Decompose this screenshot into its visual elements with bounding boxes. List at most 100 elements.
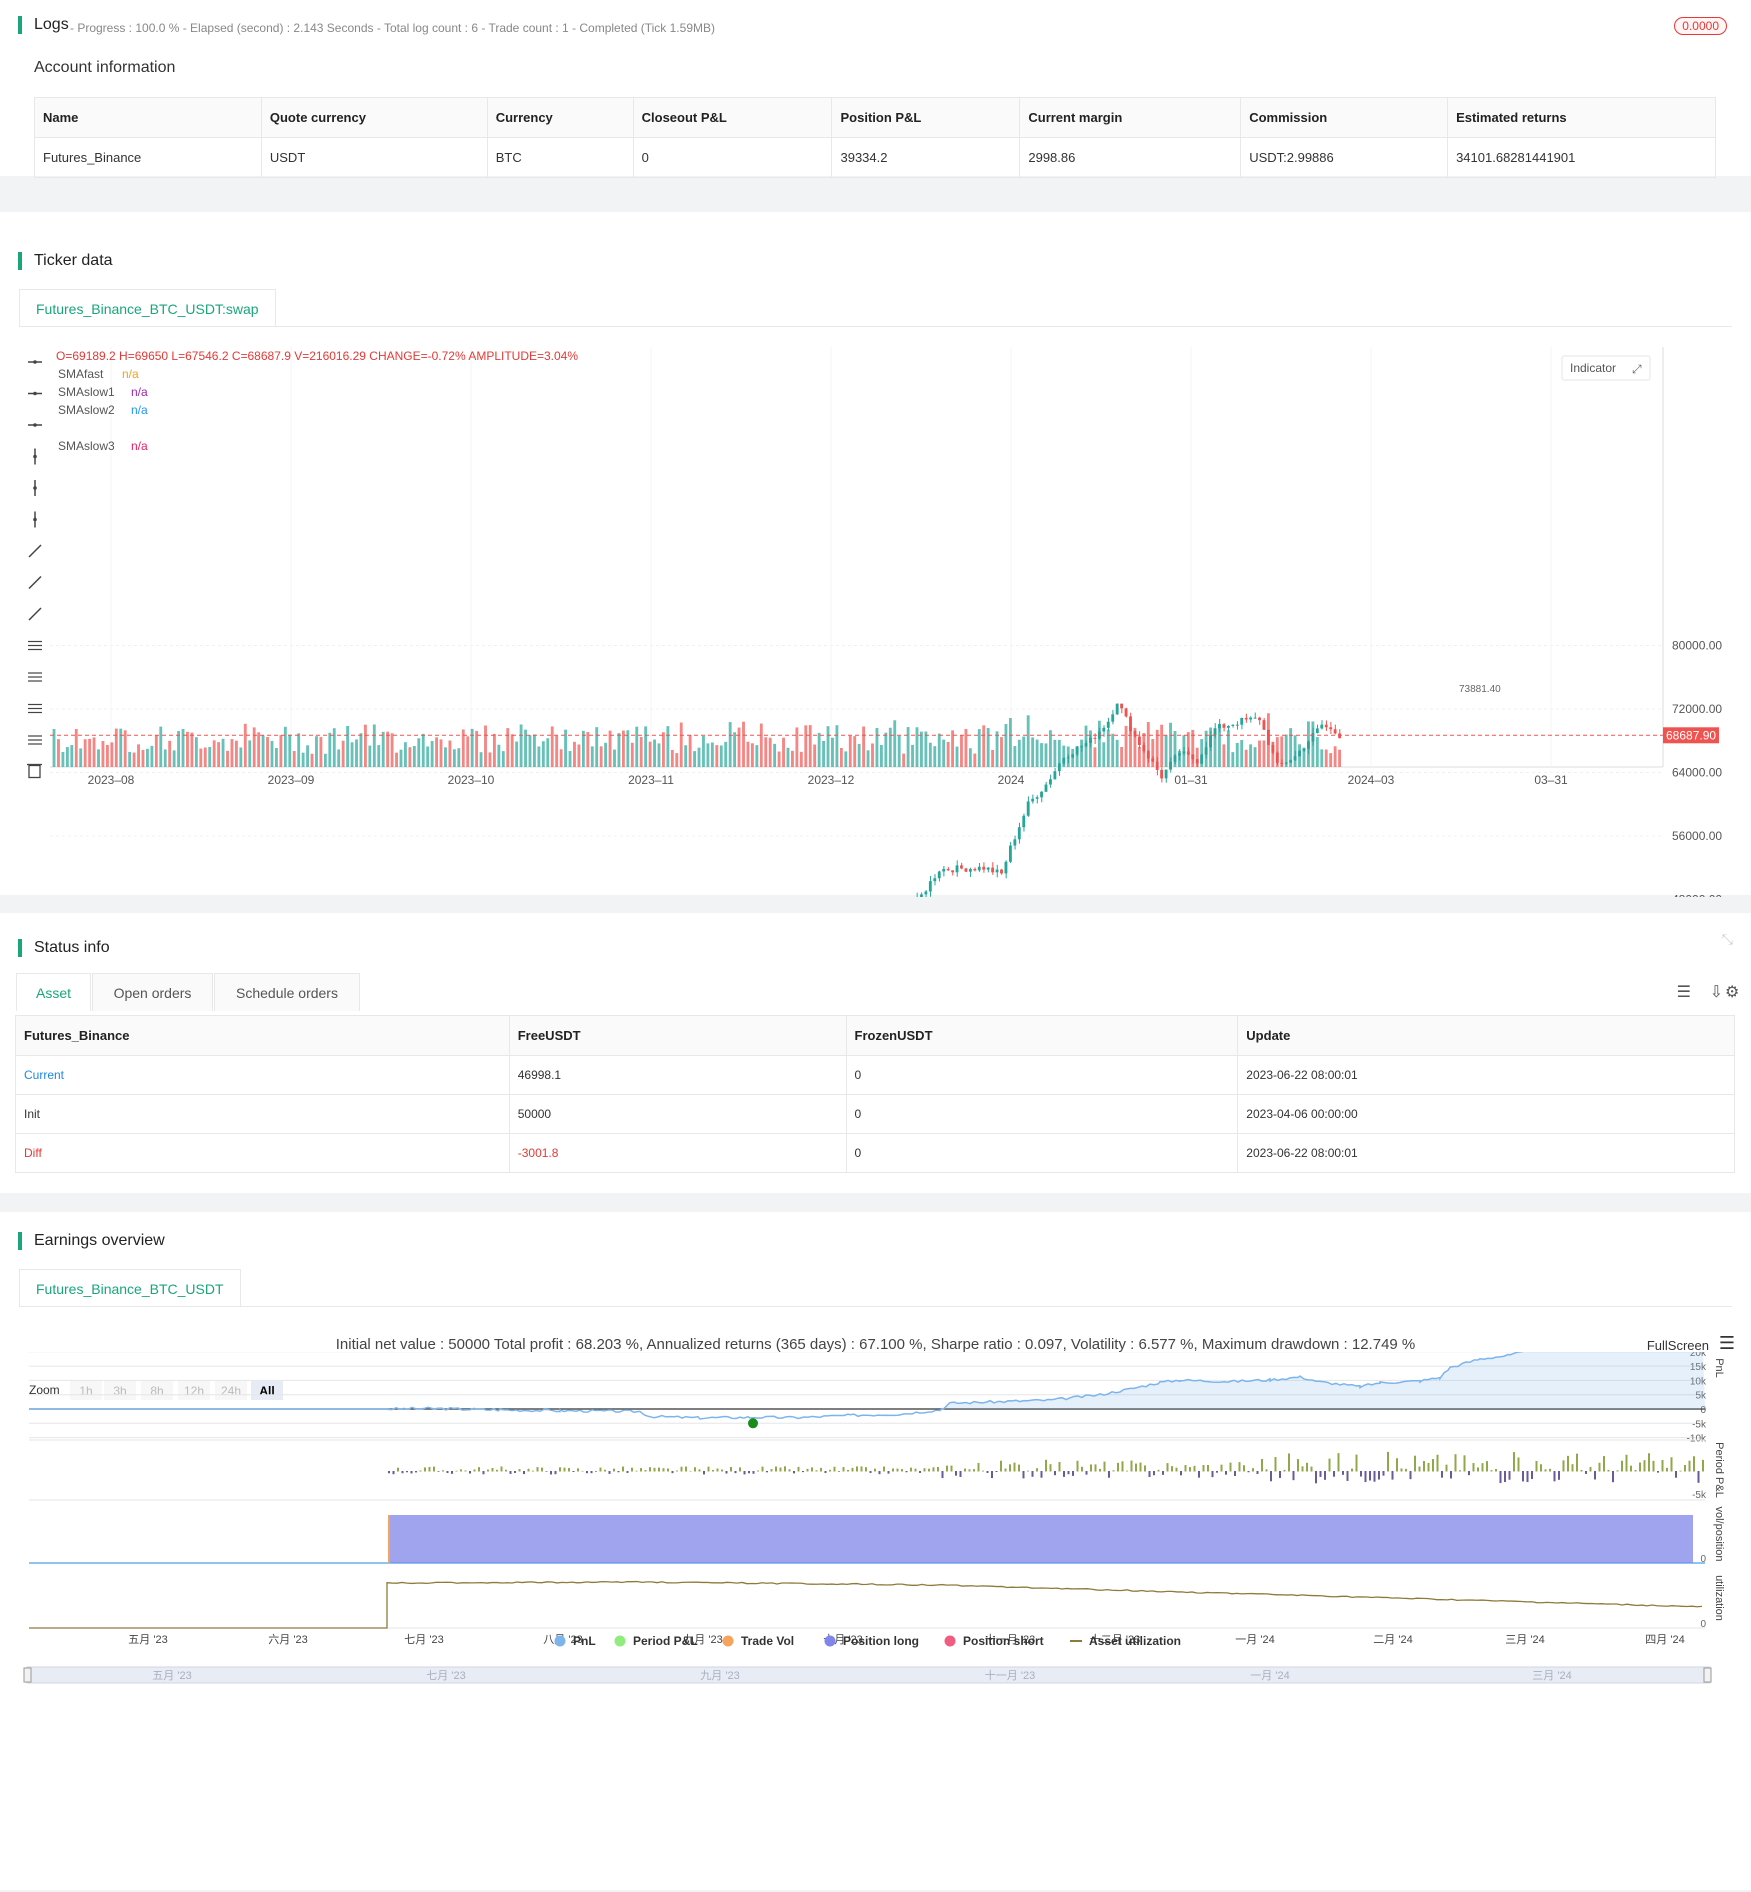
volume-bar <box>924 732 927 767</box>
asset-cell: Current <box>16 1056 510 1095</box>
axis-title: utilization <box>1713 1575 1725 1621</box>
segment-icon[interactable] <box>29 608 41 620</box>
period-pnl-bar <box>1617 1470 1619 1471</box>
candle-body <box>947 869 950 870</box>
period-pnl-bar <box>901 1469 903 1471</box>
parallel-channel-icon[interactable] <box>28 673 42 681</box>
legend-item[interactable]: PnL <box>555 1634 596 1648</box>
list-icon[interactable]: ☰ <box>1677 982 1691 1002</box>
zoom-button-8h[interactable]: 8h <box>141 1381 173 1400</box>
volume-bar <box>475 731 478 767</box>
legend-item[interactable]: Position short <box>945 1634 1044 1648</box>
earnings-chart[interactable]: Zoom1h3h8h12h24hAll40k35k30k25k20k15k10k… <box>0 1352 1751 1892</box>
period-pnl-bar <box>595 1471 597 1472</box>
volume-bar <box>457 748 460 767</box>
vertical-segment-icon[interactable] <box>33 480 37 496</box>
legend-item[interactable]: Asset utilization <box>1070 1634 1181 1648</box>
period-pnl-bar <box>1045 1460 1047 1472</box>
tab-open-orders[interactable]: Open orders <box>92 973 213 1011</box>
period-pnl-bar <box>600 1468 602 1472</box>
zoom-button-12h[interactable]: 12h <box>178 1381 210 1400</box>
legend-label: Period P&L <box>633 1634 698 1648</box>
collapse-icon[interactable]: ⤡ <box>1722 931 1733 948</box>
vertical-ray-icon[interactable] <box>33 512 37 528</box>
period-pnl-bar <box>1257 1471 1259 1474</box>
volume-bar <box>760 724 763 767</box>
volume-bar <box>293 751 296 767</box>
volume-bar <box>782 738 785 767</box>
zoom-button-24h[interactable]: 24h <box>215 1381 247 1400</box>
period-pnl-bar <box>1293 1471 1295 1480</box>
candle-body <box>1093 738 1096 739</box>
volume-bar <box>302 753 305 767</box>
zoom-button-3h[interactable]: 3h <box>104 1381 136 1400</box>
period-pnl-bar <box>1239 1462 1241 1471</box>
volume-bar <box>1289 728 1292 767</box>
tab-asset[interactable]: Asset <box>16 973 91 1011</box>
volume-bar <box>1053 740 1056 767</box>
horizontal-ray-icon[interactable] <box>28 392 42 396</box>
horizontal-line-icon[interactable] <box>28 360 42 364</box>
candle-body <box>1005 862 1008 874</box>
cloud-download-icon[interactable]: ⇩ <box>1710 982 1723 1002</box>
period-pnl-bar <box>1608 1470 1610 1472</box>
period-pnl-bar <box>1680 1471 1682 1472</box>
asset-header: Futures_Binance <box>16 1016 510 1056</box>
period-pnl-bar <box>1018 1465 1020 1472</box>
period-pnl-bar <box>1059 1462 1061 1471</box>
extended-line-icon[interactable] <box>28 423 42 427</box>
period-pnl-bar <box>861 1466 863 1471</box>
ray-icon[interactable] <box>29 577 41 589</box>
legend-item[interactable]: Period P&L <box>615 1634 698 1648</box>
period-pnl-bar <box>1509 1471 1511 1480</box>
period-pnl-bar <box>415 1471 417 1472</box>
candle-body <box>969 869 972 872</box>
fullscreen-button[interactable]: FullScreen <box>1647 1338 1709 1353</box>
trash-icon[interactable] <box>27 765 42 778</box>
volume-bar <box>778 752 781 767</box>
period-pnl-bar <box>420 1470 422 1471</box>
x-tick-label: 2023–11 <box>628 773 674 787</box>
volume-bar <box>595 727 598 767</box>
tool-stroke <box>29 545 41 557</box>
zoom-button-All[interactable]: All <box>251 1381 283 1400</box>
tab-schedule-orders[interactable]: Schedule orders <box>214 973 360 1011</box>
candle-body <box>960 865 963 868</box>
period-pnl-bar <box>928 1469 930 1472</box>
legend-item[interactable]: Trade Vol <box>723 1634 795 1648</box>
volume-bar <box>715 745 718 767</box>
zoom-button-1h[interactable]: 1h <box>70 1381 102 1400</box>
volume-bar <box>471 729 474 767</box>
tab-ticker-swap[interactable]: Futures_Binance_BTC_USDT:swap <box>19 289 276 327</box>
trend-line-icon[interactable] <box>29 545 41 557</box>
volume-bar <box>386 732 389 767</box>
period-pnl-bar <box>1347 1471 1349 1481</box>
vertical-line-icon[interactable] <box>33 449 37 465</box>
position-long-area <box>388 1515 1693 1563</box>
fib-lines-icon[interactable] <box>28 736 42 744</box>
candle-body <box>1009 846 1012 862</box>
gear-icon[interactable]: ⚙ <box>1725 982 1751 1002</box>
pitchfork-icon[interactable] <box>28 705 42 713</box>
candlestick-chart[interactable]: 80000.0072000.0064000.0056000.0048000.00… <box>0 337 1751 897</box>
period-pnl-bar <box>1585 1471 1587 1474</box>
price-range-icon[interactable] <box>28 642 42 650</box>
period-pnl-bar <box>564 1468 566 1472</box>
period-pnl-bar <box>649 1467 651 1471</box>
period-pnl-bar <box>1297 1459 1299 1471</box>
account-cell: USDT:2.99886 <box>1241 138 1448 178</box>
period-pnl-bar <box>1360 1471 1362 1477</box>
period-pnl-bar <box>915 1469 917 1472</box>
volume-bar <box>729 722 732 767</box>
period-pnl-bar <box>1410 1471 1412 1479</box>
account-header: Currency <box>487 98 633 138</box>
volume-bar <box>960 735 963 767</box>
menu-icon[interactable]: ☰ <box>1719 1333 1735 1354</box>
candle-body <box>929 881 932 891</box>
volume-bar <box>813 745 816 767</box>
volume-bar <box>1271 742 1274 767</box>
tab-earnings-symbol[interactable]: Futures_Binance_BTC_USDT <box>19 1269 241 1307</box>
period-pnl-bar <box>618 1471 620 1472</box>
period-pnl-bar <box>856 1466 858 1471</box>
volume-bar <box>689 735 692 767</box>
